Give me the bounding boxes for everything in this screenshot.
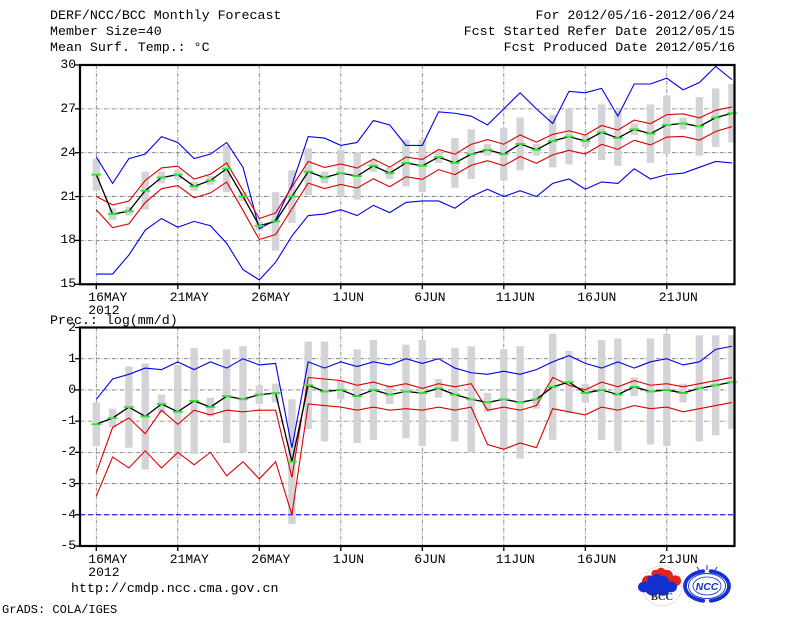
svg-text:BCC: BCC xyxy=(651,592,673,603)
svg-text:NCC: NCC xyxy=(696,581,719,593)
